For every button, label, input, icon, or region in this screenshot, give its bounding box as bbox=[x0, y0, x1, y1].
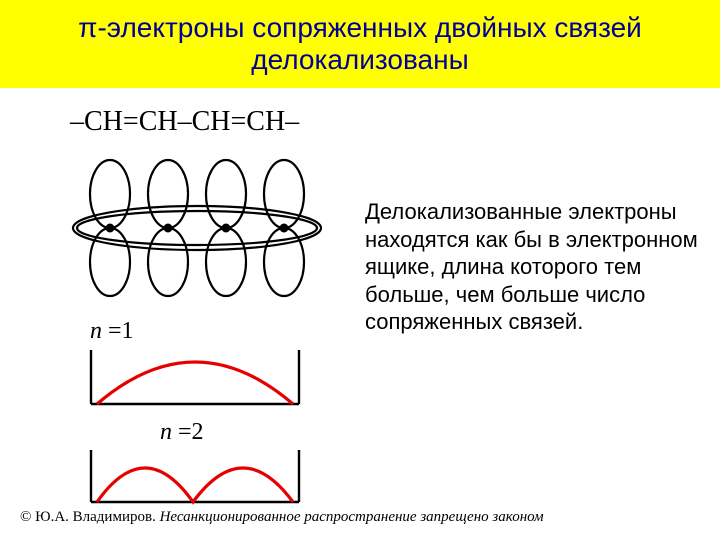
title-bar: π-электроны сопряженных двойных связей д… bbox=[0, 0, 720, 88]
copyright-author: Ю.А. Владимиров. bbox=[35, 509, 156, 525]
description-text: Делокализованные электроны находятся как… bbox=[365, 198, 705, 336]
copyright-symbol: © bbox=[20, 509, 31, 525]
chemical-formula: –CH=CH–CH=CH– bbox=[70, 106, 720, 138]
orbital-svg bbox=[60, 158, 350, 298]
wave1-label: n =1 bbox=[90, 318, 134, 345]
wave1-svg bbox=[85, 348, 305, 408]
orbital-diagram bbox=[60, 158, 350, 303]
wave2-svg bbox=[85, 448, 305, 506]
copyright-text: Несанкционированное распространение запр… bbox=[160, 509, 544, 525]
wave1-box bbox=[85, 348, 305, 413]
wave2-label: n =2 bbox=[160, 419, 204, 446]
page-title: π-электроны сопряженных двойных связей д… bbox=[20, 12, 700, 76]
copyright-line: © Ю.А. Владимиров. Несанкционированное р… bbox=[20, 509, 544, 526]
wave2-box bbox=[85, 448, 305, 511]
